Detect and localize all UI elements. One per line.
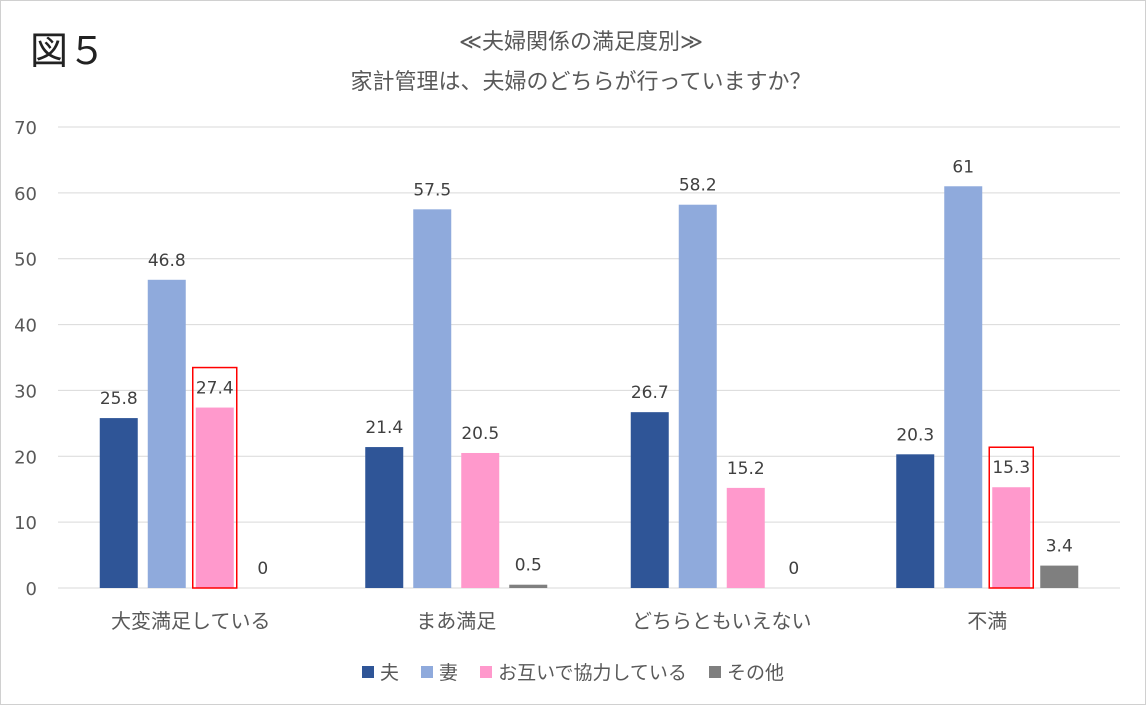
figure-label: 図５ xyxy=(30,29,107,73)
bar xyxy=(726,487,765,588)
data-label: 15.3 xyxy=(992,458,1030,478)
chart-subtitle: 家計管理は、夫婦のどちらが行っていますか？ xyxy=(350,70,812,95)
data-label: 0.5 xyxy=(515,556,542,576)
data-label: 21.4 xyxy=(365,418,403,438)
legend-item: お互いで協力している xyxy=(480,658,687,685)
data-label: 3.4 xyxy=(1046,537,1073,557)
data-label: 0 xyxy=(788,559,799,579)
x-tick-label: どちらともいえない xyxy=(632,609,812,633)
data-label: 27.4 xyxy=(196,379,234,399)
y-tick-label: 50 xyxy=(14,250,37,271)
data-label: 61 xyxy=(952,157,974,177)
y-tick-label: 40 xyxy=(14,316,37,337)
y-tick-label: 30 xyxy=(14,381,37,402)
data-label: 57.5 xyxy=(413,180,451,200)
bar xyxy=(461,452,500,588)
legend-label: 夫 xyxy=(380,662,400,684)
legend-item: その他 xyxy=(708,658,784,685)
bar xyxy=(365,447,404,588)
y-tick-label: 0 xyxy=(26,579,37,600)
bar xyxy=(195,407,234,588)
legend-swatch xyxy=(708,665,721,678)
x-tick-label: 不満 xyxy=(967,609,1007,633)
bars xyxy=(99,186,1079,589)
bar xyxy=(1040,565,1079,588)
y-tick-label: 20 xyxy=(14,447,37,468)
data-label: 58.2 xyxy=(679,176,717,196)
bar xyxy=(509,584,548,588)
legend-label: その他 xyxy=(726,662,784,684)
legend-swatch xyxy=(480,665,493,678)
bar xyxy=(992,487,1031,588)
y-axis-ticks: 0 10 20 30 40 50 60 70 xyxy=(14,118,37,600)
x-axis-ticks: 大変満足している まあ満足 どちらともいえない 不満 xyxy=(111,609,1007,633)
bar xyxy=(896,454,935,588)
data-labels: 25.8 46.8 27.4 0 21.4 57.5 20.5 0.5 26.7 58.2 15.2… xyxy=(100,157,1073,579)
legend-swatch xyxy=(421,665,434,678)
bar xyxy=(413,209,452,589)
bar xyxy=(944,186,983,588)
legend-item: 妻 xyxy=(421,658,458,685)
chart-title: ≪夫婦関係の満足度別≫ xyxy=(458,30,704,55)
legend-item: 夫 xyxy=(362,658,399,685)
y-tick-label: 70 xyxy=(14,118,37,139)
data-label: 25.8 xyxy=(100,389,138,409)
data-label: 20.3 xyxy=(896,425,934,445)
bar xyxy=(630,412,669,588)
legend-label: お互いで協力している xyxy=(498,662,687,684)
data-label: 26.7 xyxy=(631,383,669,403)
legend-label: 妻 xyxy=(439,662,459,684)
y-tick-label: 60 xyxy=(14,184,37,205)
data-label: 20.5 xyxy=(461,424,499,444)
bar xyxy=(678,204,717,588)
data-label: 46.8 xyxy=(148,251,186,271)
x-tick-label: 大変満足している xyxy=(111,609,270,633)
y-tick-label: 10 xyxy=(14,513,37,534)
bar xyxy=(99,418,138,588)
bar xyxy=(147,279,186,588)
x-tick-label: まあ満足 xyxy=(416,609,496,633)
data-label: 15.2 xyxy=(727,459,765,479)
legend-swatch xyxy=(362,665,375,678)
legend: 夫 妻 お互いで協力している その他 xyxy=(0,658,1146,685)
highlight-box xyxy=(192,366,238,589)
data-label: 0 xyxy=(257,559,268,579)
highlight-box xyxy=(988,446,1034,589)
